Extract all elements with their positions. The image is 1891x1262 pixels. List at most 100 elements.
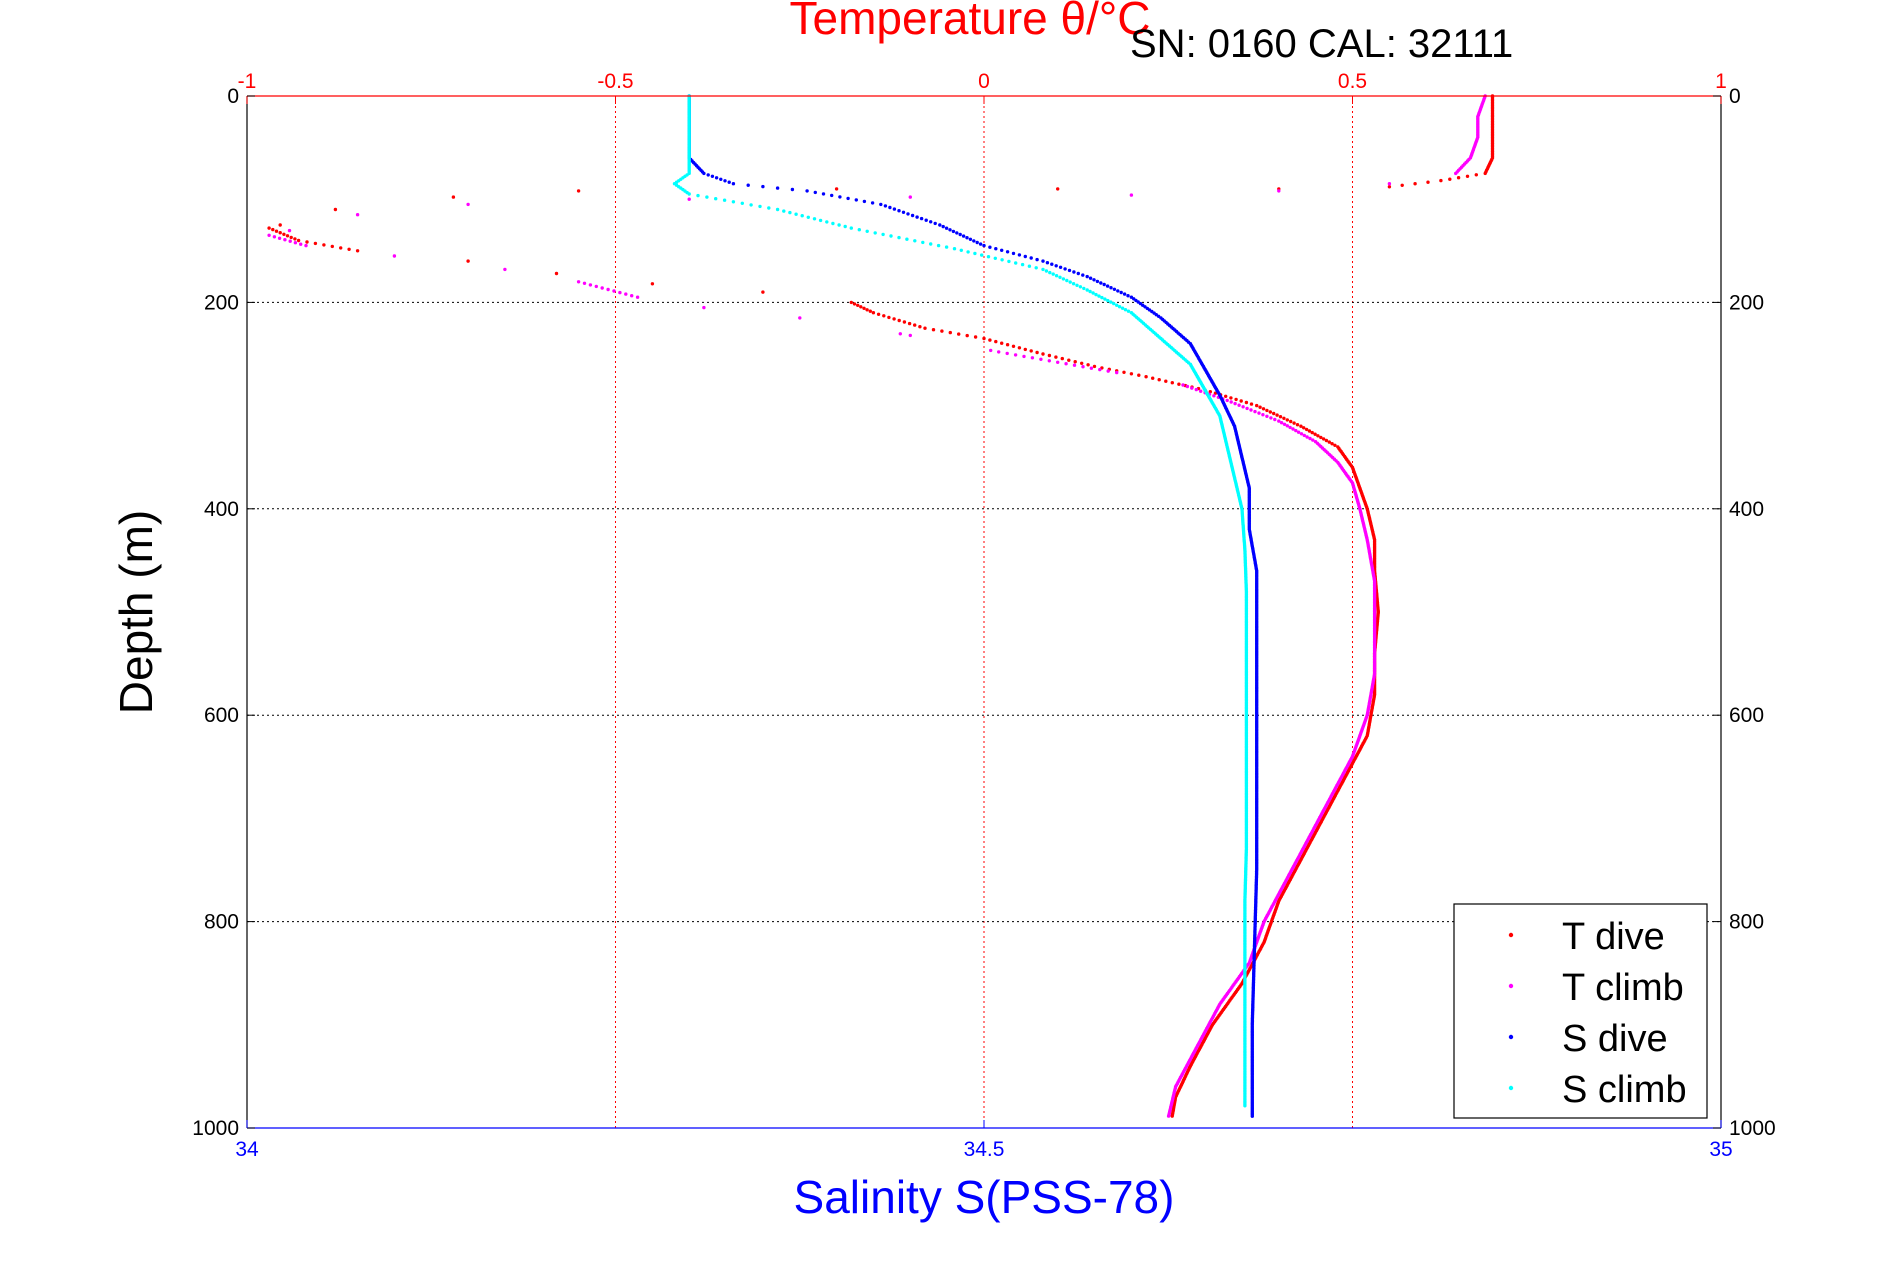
- data-point: [876, 312, 881, 316]
- data-point: [941, 224, 945, 229]
- data-point: [1106, 298, 1110, 303]
- data-point: [1014, 261, 1018, 265]
- data-point: [1073, 360, 1077, 364]
- data-point: [982, 243, 986, 248]
- data-point: [933, 221, 937, 226]
- data-point: [702, 171, 706, 176]
- data-point: [1039, 357, 1043, 361]
- data-point: [1048, 270, 1052, 275]
- data-point: [806, 215, 810, 219]
- data-point: [1295, 423, 1300, 427]
- legend: T dive T climb S dive S climb: [1453, 903, 1708, 1119]
- data-point: [892, 207, 897, 211]
- data-point: [582, 281, 587, 285]
- data-point: [813, 190, 817, 195]
- data-point: [1249, 402, 1254, 406]
- data-point: [1261, 413, 1265, 417]
- data-point: [1194, 387, 1199, 392]
- data-point: [1000, 258, 1004, 262]
- data-point: [1081, 273, 1085, 277]
- data-point: [1092, 364, 1097, 369]
- data-point: [846, 196, 850, 201]
- depth-tick-label-left: 200: [204, 291, 239, 314]
- data-point: [1117, 305, 1122, 309]
- data-point: [330, 244, 334, 249]
- data-point: [1044, 269, 1049, 273]
- data-point: [706, 173, 710, 177]
- data-point: [466, 202, 470, 207]
- data-point: [1022, 354, 1026, 359]
- data-point: [267, 233, 271, 237]
- legend-label: S dive: [1562, 1018, 1668, 1060]
- data-point: [910, 213, 915, 218]
- data-point: [892, 317, 896, 321]
- depth-tick-label-right: 200: [1729, 291, 1764, 314]
- data-point: [1091, 291, 1095, 295]
- data-point: [1277, 419, 1281, 423]
- data-point: [1056, 360, 1060, 364]
- data-point: [624, 292, 628, 296]
- legend-box: [1453, 903, 1708, 1119]
- data-point: [1307, 429, 1312, 433]
- data-point: [696, 193, 700, 198]
- data-point: [940, 329, 944, 333]
- data-point: [1088, 289, 1092, 294]
- data-point: [1288, 425, 1292, 430]
- data-point: [1157, 378, 1161, 382]
- data-point: [887, 315, 891, 320]
- data-point: [1092, 278, 1096, 282]
- data-point: [1319, 435, 1323, 440]
- data-point: [975, 240, 979, 245]
- data-point: [1047, 359, 1052, 363]
- data-point: [687, 192, 691, 196]
- data-point: [1080, 361, 1084, 365]
- data-point: [821, 192, 826, 196]
- data-point: [923, 326, 927, 330]
- data-point: [888, 205, 892, 210]
- data-point: [1278, 415, 1283, 419]
- data-point: [1225, 398, 1229, 403]
- data-point: [883, 204, 888, 208]
- data-point: [1078, 285, 1083, 289]
- data-point: [1151, 376, 1155, 380]
- data-point: [1115, 303, 1119, 307]
- data-point: [775, 186, 780, 190]
- data-point: [1239, 399, 1243, 403]
- data-point: [1005, 343, 1010, 347]
- depth-tick-label-left: 400: [204, 498, 239, 521]
- data-point: [1144, 375, 1148, 379]
- data-point: [1190, 386, 1194, 390]
- data-point: [1137, 373, 1141, 377]
- data-point: [1265, 414, 1269, 418]
- data-point: [944, 245, 949, 249]
- data-point: [1061, 277, 1066, 281]
- data-point: [1129, 193, 1134, 197]
- data-point: [392, 254, 397, 258]
- data-point: [287, 228, 292, 233]
- data-point: [1085, 288, 1089, 292]
- data-point: [1164, 379, 1168, 383]
- data-point: [1448, 177, 1452, 181]
- data-point: [1126, 294, 1130, 298]
- data-point: [1474, 173, 1479, 177]
- legend-label: T climb: [1562, 967, 1684, 1009]
- data-point: [1304, 427, 1309, 432]
- data-point: [635, 295, 640, 299]
- data-point: [333, 207, 338, 212]
- data-point: [1058, 265, 1063, 269]
- data-point: [862, 199, 867, 204]
- data-point: [1029, 256, 1033, 260]
- data-point: [897, 235, 901, 240]
- data-point: [1122, 292, 1127, 296]
- data-point: [931, 328, 936, 332]
- data-point: [1051, 272, 1055, 276]
- data-point: [1439, 178, 1443, 183]
- data-point: [1170, 1114, 1174, 1118]
- data-point: [1067, 358, 1071, 362]
- data-point: [1075, 283, 1079, 287]
- data-point: [1229, 400, 1233, 404]
- data-point: [897, 209, 901, 213]
- data-point: [1082, 286, 1086, 291]
- data-point: [1013, 353, 1018, 357]
